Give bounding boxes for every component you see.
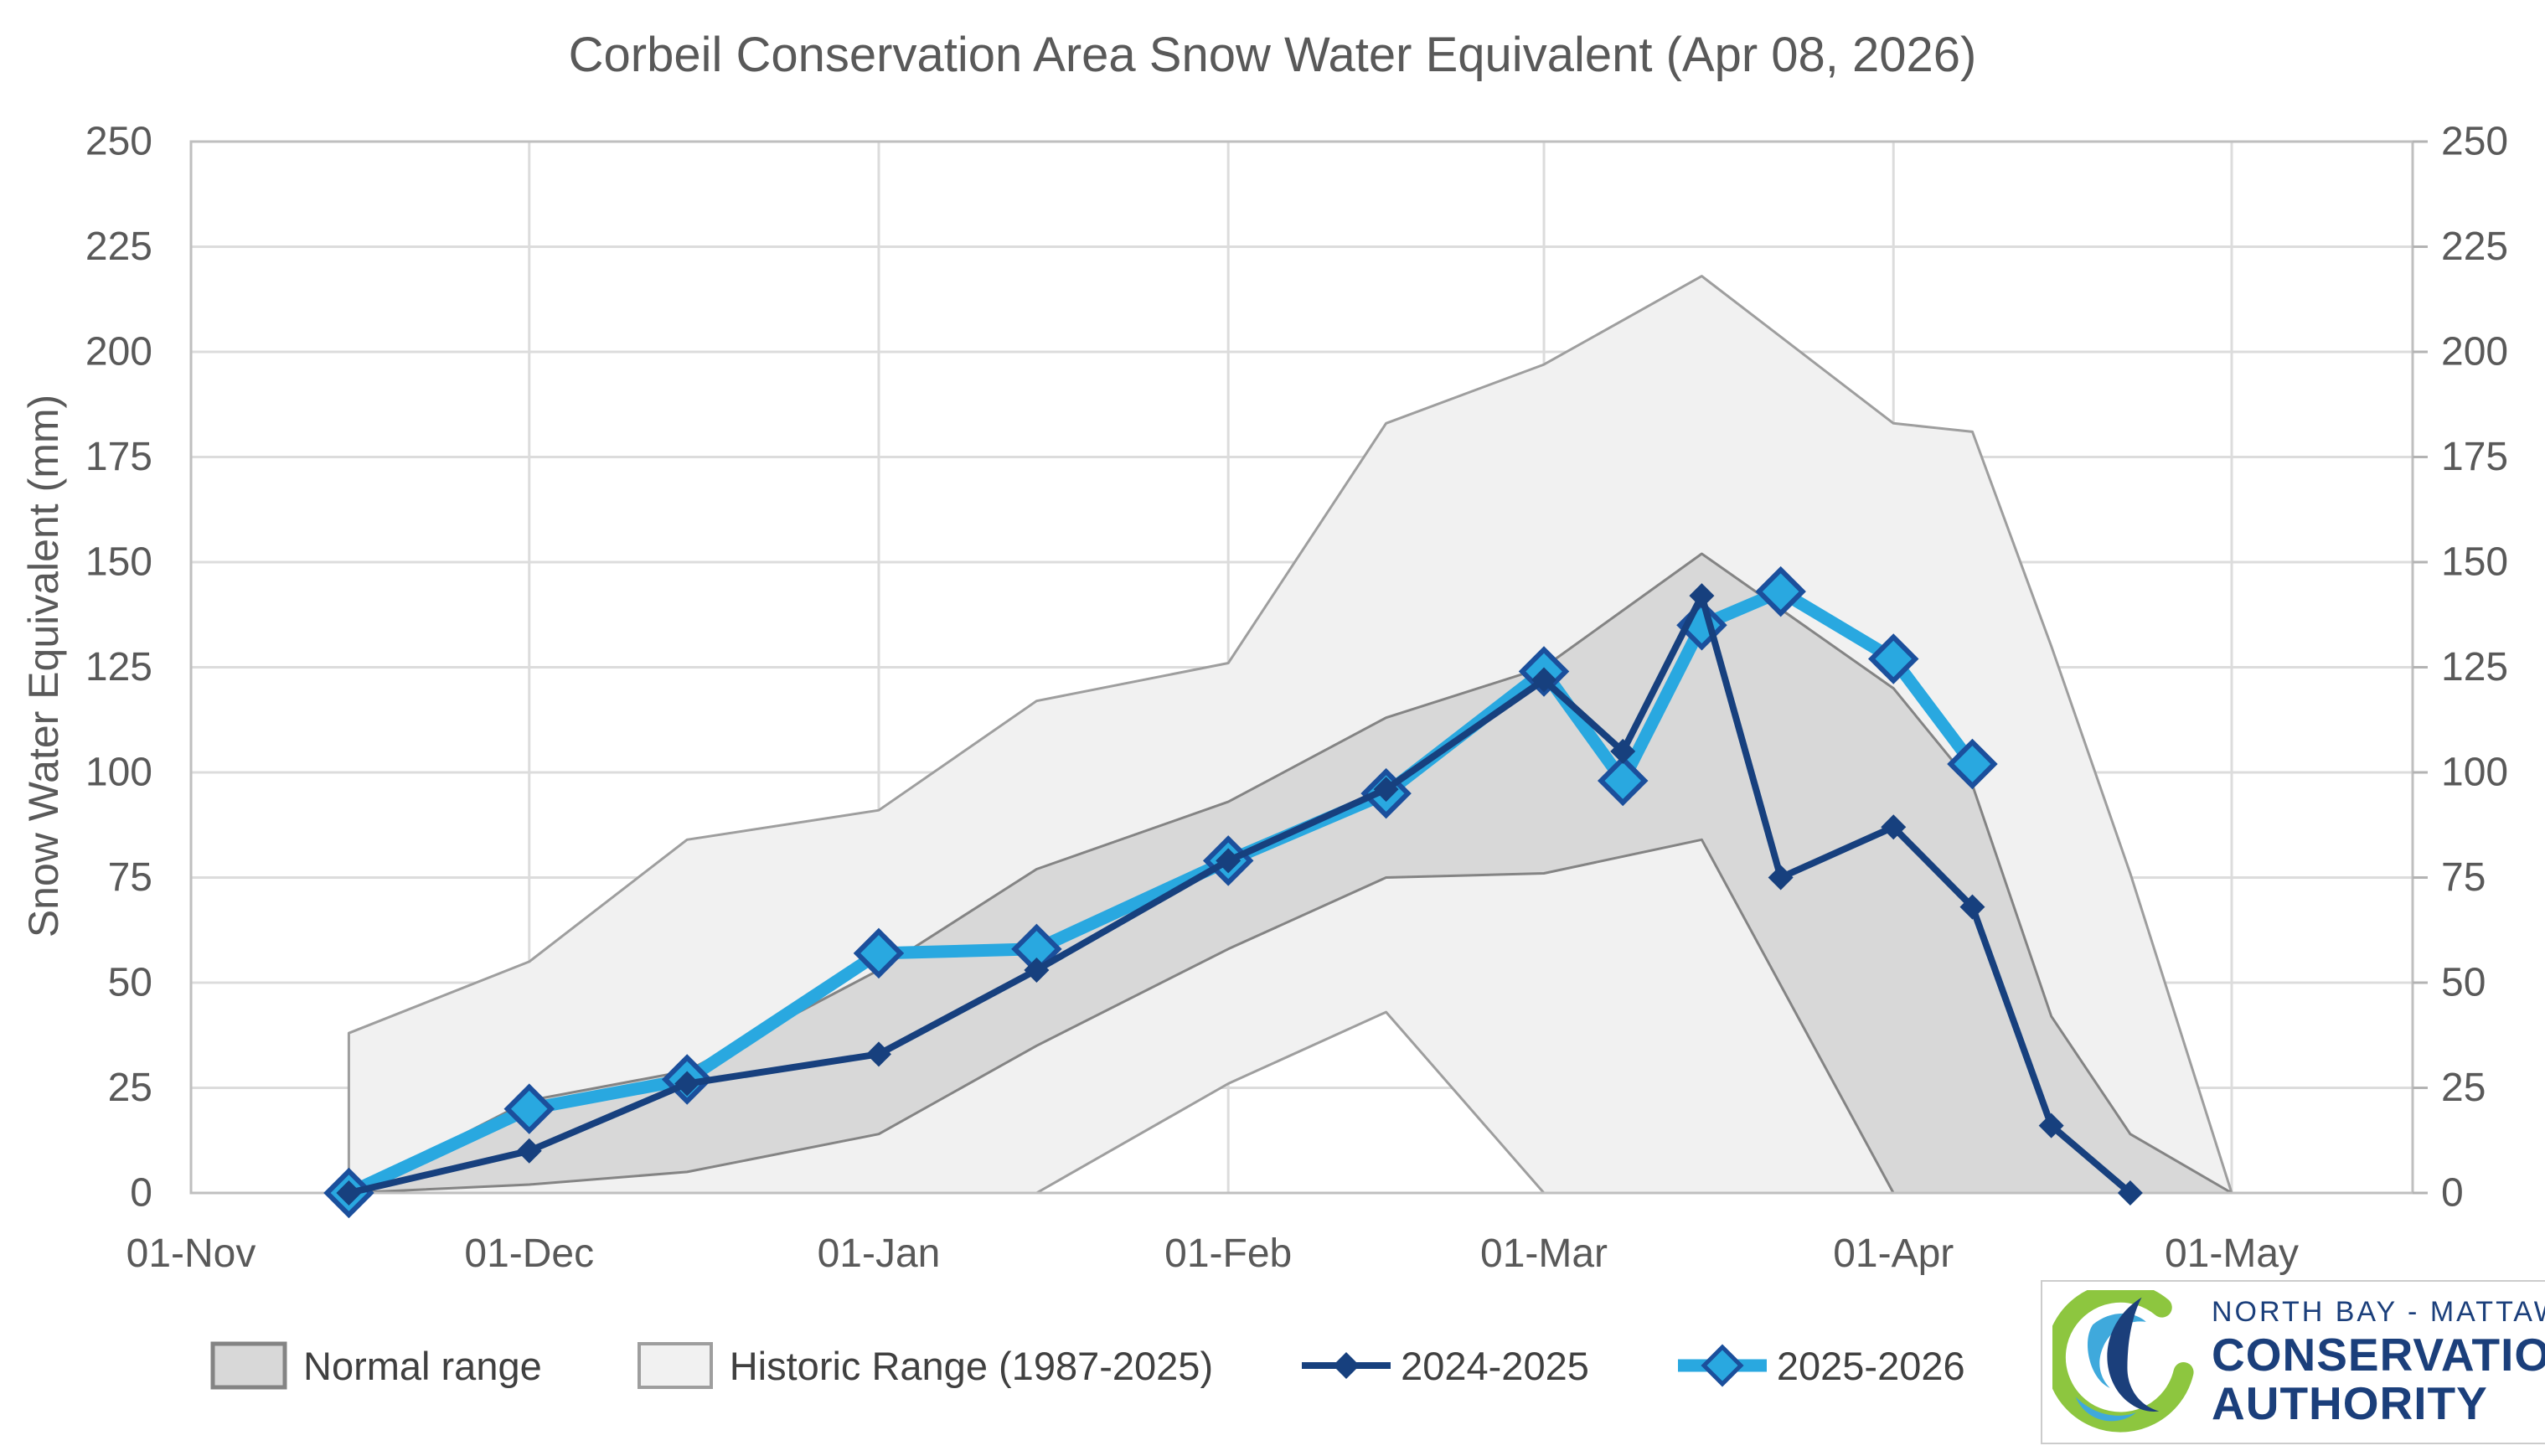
y-axis-tick-label-left: 125 [85, 645, 152, 689]
y-axis-tick-label-right: 50 [2441, 961, 2486, 1005]
data-point-2024-2025-01-Mar [1531, 667, 1557, 693]
chart-title: Corbeil Conservation Area Snow Water Equ… [568, 28, 1977, 82]
data-point-2024-2025-15-Nov [336, 1180, 362, 1206]
data-point-2024-2025-01-Jan [865, 1041, 891, 1067]
y-axis-tick-label-right: 100 [2441, 751, 2508, 795]
nbmca-logo-text: NORTH BAY - MATTAWA CONSERVATION AUTHORI… [2212, 1297, 2545, 1428]
y-axis-tick-label-left: 225 [85, 225, 152, 269]
logo-blue-underwave [2075, 1397, 2136, 1422]
data-point-2025-2026-08-Apr [1947, 738, 1998, 790]
y-axis-tick-label-left: 200 [85, 330, 152, 374]
nbmca-logo: NORTH BAY - MATTAWA CONSERVATION AUTHORI… [2041, 1280, 2545, 1444]
y-axis-tick-label-left: 25 [108, 1066, 152, 1110]
data-point-2025-2026-08-Mar [1597, 755, 1649, 807]
data-point-2024-2025-22-Mar [1768, 865, 1794, 891]
legend-swatch-line-navy [1302, 1352, 1391, 1379]
legend-label: Historic Range (1987-2025) [729, 1343, 1214, 1388]
y-axis-tick-label-right: 125 [2441, 645, 2508, 689]
data-point-2024-2025-15-Feb [1373, 777, 1399, 803]
y-axis-tick-label-left: 250 [85, 120, 152, 164]
x-axis-tick-label: 01-Dec [464, 1231, 594, 1276]
data-point-2024-2025-15-Dec [674, 1071, 700, 1097]
logo-navy-wave [2107, 1297, 2160, 1412]
data-point-2025-2026-01-Apr [1867, 633, 1919, 684]
data-point-2024-2025-01-Dec [516, 1138, 542, 1164]
y-axis-tick-label-right: 225 [2441, 225, 2508, 269]
data-point-2024-2025-22-Apr [2117, 1180, 2143, 1206]
y-axis-tick-label-right: 75 [2441, 855, 2486, 900]
y-axis-tick-label-left: 100 [85, 751, 152, 795]
data-point-2024-2025-01-Feb [1216, 848, 1242, 874]
data-point-2025-2026-22-Mar [1755, 565, 1806, 617]
data-point-2024-2025-01-Apr [1881, 814, 1907, 840]
legend-swatch-band-normal [210, 1341, 287, 1390]
y-axis-title: Snow Water Equivalent (mm) [20, 394, 67, 938]
x-axis-tick-label: 01-Nov [126, 1231, 256, 1276]
data-point-2024-2025-08-Apr [1959, 894, 1985, 920]
logo-org-name-1: CONSERVATION [2212, 1328, 2545, 1381]
legend-swatch-line-cyan [1677, 1344, 1767, 1387]
logo-org-region: NORTH BAY - MATTAWA [2212, 1295, 2545, 1328]
data-point-2025-2026-01-Jan [853, 927, 905, 979]
data-point-2024-2025-15-Apr [2038, 1113, 2064, 1138]
y-axis-tick-label-left: 150 [85, 540, 152, 585]
y-axis-tick-label-left: 175 [85, 435, 152, 479]
y-axis-tick-label-left: 50 [108, 961, 152, 1005]
legend-item-2024-2025: 2024-2025 [1300, 1339, 1589, 1392]
x-axis-tick-label: 01-May [2165, 1231, 2299, 1276]
legend-label: 2025-2026 [1776, 1343, 1965, 1388]
legend-label: Normal range [303, 1343, 542, 1388]
logo-org-name-2: AUTHORITY [2212, 1377, 2488, 1430]
legend-item-2025-2026: 2025-2026 [1676, 1339, 1965, 1392]
y-axis-tick-label-left: 75 [108, 855, 152, 900]
y-axis-tick-label-right: 150 [2441, 540, 2508, 585]
y-axis-tick-label-left: 0 [130, 1171, 152, 1216]
x-axis-tick-label: 01-Apr [1833, 1231, 1954, 1276]
chart-legend: Normal range Historic Range (1987-2025) 20… [203, 1339, 1965, 1392]
logo-blue-wave [2087, 1313, 2146, 1388]
x-axis-tick-label: 01-Feb [1164, 1231, 1292, 1276]
logo-green-swoosh [2052, 1290, 2194, 1433]
y-axis-tick-label-right: 250 [2441, 120, 2508, 164]
legend-label: 2024-2025 [1401, 1343, 1589, 1388]
x-axis-tick-label: 01-Mar [1480, 1231, 1608, 1276]
data-point-2024-2025-15-Jan [1024, 957, 1050, 983]
x-axis-tick-label: 01-Jan [818, 1231, 941, 1276]
y-axis-tick-label-right: 200 [2441, 330, 2508, 374]
y-axis-tick-label-right: 175 [2441, 435, 2508, 479]
data-point-2024-2025-15-Mar [1689, 583, 1715, 609]
legend-swatch-band-historic [637, 1342, 713, 1389]
y-axis-tick-label-right: 0 [2441, 1171, 2464, 1216]
nbmca-logo-emblem [2052, 1290, 2194, 1433]
y-axis-tick-label-right: 25 [2441, 1066, 2486, 1110]
legend-item-historic-range-1987-2025: Historic Range (1987-2025) [629, 1339, 1213, 1392]
data-point-2025-2026-01-Dec [503, 1083, 555, 1134]
legend-item-normal-range: Normal range [203, 1339, 542, 1392]
data-point-2024-2025-08-Mar [1610, 738, 1636, 764]
